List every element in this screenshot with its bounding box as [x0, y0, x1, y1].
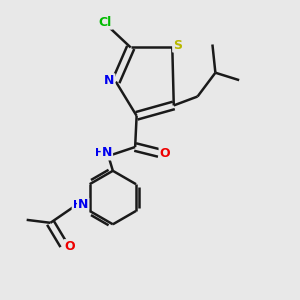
Text: Cl: Cl — [99, 16, 112, 29]
Text: N: N — [104, 74, 115, 87]
Text: N: N — [78, 199, 88, 212]
Text: H: H — [95, 148, 104, 158]
Text: N: N — [102, 146, 112, 160]
Text: S: S — [173, 39, 182, 52]
Text: O: O — [160, 147, 170, 160]
Text: O: O — [64, 240, 75, 253]
Text: H: H — [73, 200, 82, 210]
